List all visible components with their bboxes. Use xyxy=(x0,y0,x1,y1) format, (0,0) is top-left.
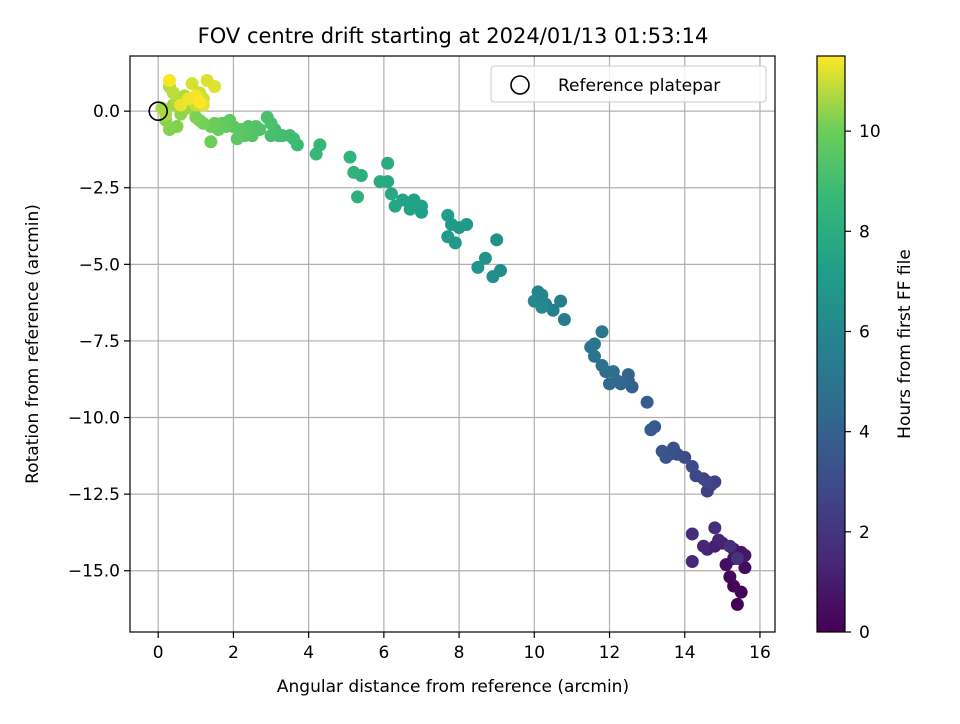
x-axis-ticks: 0 2 4 6 8 10 12 14 16 xyxy=(153,632,771,663)
scatter-point xyxy=(478,251,492,265)
scatter-point xyxy=(685,555,699,569)
scatter-point xyxy=(403,202,417,216)
x-tick-label: 8 xyxy=(454,643,465,663)
scatter-point xyxy=(309,147,323,161)
y-axis-label: Rotation from reference (arcmin) xyxy=(23,204,43,484)
scatter-point xyxy=(603,377,617,391)
scatter-point xyxy=(159,107,173,121)
scatter-point xyxy=(204,135,218,149)
x-tick-label: 14 xyxy=(674,643,696,663)
scatter-point xyxy=(685,460,699,474)
scatter-point xyxy=(557,312,571,326)
scatter-point xyxy=(166,86,180,100)
x-tick-label: 10 xyxy=(523,643,545,663)
scatter-point xyxy=(730,551,744,565)
scatter-point xyxy=(193,95,207,109)
colorbar-tick-label: 10 xyxy=(859,122,881,142)
colorbar-tick-label: 6 xyxy=(859,322,870,342)
y-tick-label: 0.0 xyxy=(93,102,120,122)
y-tick-label: −7.5 xyxy=(79,332,120,352)
grid-lines xyxy=(130,56,775,632)
scatter-point xyxy=(621,368,635,382)
colorbar: 0 2 4 6 8 10 Hours from first FF file xyxy=(816,55,915,643)
y-tick-label: −2.5 xyxy=(79,179,120,199)
scatter-point xyxy=(708,521,722,535)
plot-frame xyxy=(129,55,776,633)
x-tick-label: 6 xyxy=(378,643,389,663)
scatter-point xyxy=(471,260,485,274)
scatter-point xyxy=(723,539,737,553)
legend: Reference platepar xyxy=(490,65,767,103)
scatter-point xyxy=(655,444,669,458)
scatter-point xyxy=(264,116,278,130)
colorbar-tick-label: 2 xyxy=(859,523,870,543)
scatter-point xyxy=(554,294,568,308)
y-tick-label: −5.0 xyxy=(79,255,120,275)
y-tick-label: −10.0 xyxy=(68,409,120,429)
scatter-point xyxy=(535,300,549,314)
scatter-point xyxy=(738,561,752,575)
scatter-point xyxy=(460,218,474,232)
scatter-point xyxy=(230,132,244,146)
x-axis-label: Angular distance from reference (arcmin) xyxy=(277,677,629,697)
legend-entry-reference: Reference platepar xyxy=(558,76,720,96)
scatter-point xyxy=(185,77,199,91)
y-tick-label: −15.0 xyxy=(68,562,120,582)
scatter-point xyxy=(486,270,500,284)
colorbar-gradient xyxy=(816,55,846,633)
colorbar-label: Hours from first FF file xyxy=(895,249,915,439)
scatter-point xyxy=(208,80,222,94)
scatter-points xyxy=(155,74,752,611)
scatter-point xyxy=(697,539,711,553)
scatter-point xyxy=(730,597,744,611)
colorbar-tick-label: 8 xyxy=(859,222,870,242)
scatter-point xyxy=(384,187,398,201)
scatter-point xyxy=(162,74,176,88)
y-tick-label: −12.5 xyxy=(68,485,120,505)
scatter-point xyxy=(347,165,361,179)
colorbar-tick-label: 0 xyxy=(859,623,870,643)
scatter-point xyxy=(388,199,402,213)
x-tick-label: 16 xyxy=(749,643,771,663)
scatter-point xyxy=(700,475,714,489)
colorbar-ticks: 0 2 4 6 8 10 xyxy=(845,122,881,643)
colorbar-tick-label: 4 xyxy=(859,423,870,443)
scatter-point xyxy=(640,395,654,409)
scatter-point xyxy=(441,208,455,222)
scatter-point xyxy=(189,110,203,124)
scatter-point xyxy=(490,233,504,247)
scatter-point xyxy=(343,150,357,164)
scatter-point xyxy=(595,358,609,372)
y-axis-ticks: 0.0 −2.5 −5.0 −7.5 −10.0 −12.5 −15.0 xyxy=(68,102,130,582)
scatter-point xyxy=(373,175,387,189)
scatter-point xyxy=(441,230,455,244)
legend-box xyxy=(490,65,767,103)
x-tick-label: 12 xyxy=(599,643,621,663)
legend-reference-marker xyxy=(510,75,530,95)
scatter-point xyxy=(587,337,601,351)
x-tick-label: 0 xyxy=(153,643,164,663)
scatter-point xyxy=(685,527,699,541)
x-tick-label: 4 xyxy=(303,643,314,663)
scatter-point xyxy=(644,423,658,437)
reference-platepar-marker xyxy=(148,101,169,121)
chart-title: FOV centre drift starting at 2024/01/13 … xyxy=(198,24,709,48)
scatter-point xyxy=(595,325,609,339)
scatter-point xyxy=(264,129,278,143)
scatter-point xyxy=(351,190,365,204)
x-tick-label: 2 xyxy=(228,643,239,663)
scatter-point xyxy=(712,533,726,547)
scatter-point xyxy=(723,570,737,584)
scatter-point xyxy=(606,365,620,379)
scatter-point xyxy=(381,156,395,170)
